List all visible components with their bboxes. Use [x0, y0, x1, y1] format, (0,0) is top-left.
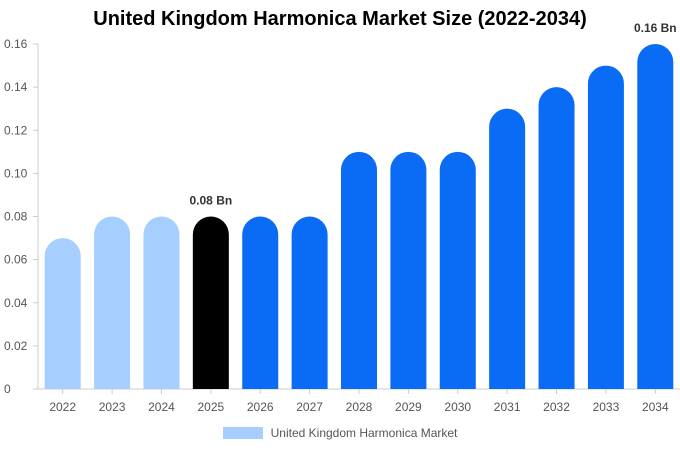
bar-2023 [94, 216, 131, 389]
x-tick-label: 2032 [543, 400, 570, 414]
x-tick-label: 2029 [395, 400, 422, 414]
y-tick-label: 0.08 [4, 210, 28, 224]
bar-2030 [439, 151, 476, 389]
chart-title: United Kingdom Harmonica Market Size (20… [93, 8, 587, 30]
y-tick-label: 0.14 [4, 80, 28, 94]
labels: 2022 2023 2024 2025 2026 2027 2028 2029 2030 2031… [49, 21, 676, 414]
x-tick-label: 2022 [49, 400, 76, 414]
y-tick-label: 0 [4, 382, 11, 396]
x-tick-label: 2028 [346, 400, 373, 414]
bar-2024 [143, 216, 180, 389]
y-tick-label: 0.12 [4, 123, 28, 137]
x-tick-label: 2026 [247, 400, 274, 414]
bars [44, 44, 674, 389]
bar-2025 [192, 216, 229, 389]
bar-2034 [637, 44, 674, 389]
x-tick-label: 2025 [197, 400, 224, 414]
bar-2027 [291, 216, 328, 389]
data-label-2034: 0.16 Bn [634, 21, 677, 35]
bar-2032 [538, 87, 575, 389]
legend: United Kingdom Harmonica Market [0, 426, 680, 440]
data-label-2025: 0.08 Bn [190, 194, 233, 208]
x-tick-label: 2033 [593, 400, 620, 414]
bar-2028 [341, 151, 377, 389]
bar-2029 [390, 151, 427, 389]
bar-2022 [44, 238, 81, 389]
y-tick-label: 0.04 [4, 296, 28, 310]
x-tick-label: 2027 [296, 400, 323, 414]
legend-label: United Kingdom Harmonica Market [270, 426, 458, 440]
legend-swatch [222, 427, 263, 439]
y-tick-label: 0.10 [4, 166, 28, 180]
bar-2033 [587, 65, 624, 389]
bar-2031 [489, 108, 526, 389]
y-tick-label: 0.16 [4, 37, 28, 51]
y-tick-label: 0.02 [4, 339, 28, 353]
x-tick-label: 2030 [444, 400, 471, 414]
bar-2026 [242, 216, 279, 389]
y-tick-label: 0.06 [4, 253, 28, 267]
x-tick-label: 2031 [494, 400, 521, 414]
x-tick-label: 2023 [99, 400, 126, 414]
x-tick-label: 2024 [148, 400, 175, 414]
x-tick-label: 2034 [642, 400, 669, 414]
